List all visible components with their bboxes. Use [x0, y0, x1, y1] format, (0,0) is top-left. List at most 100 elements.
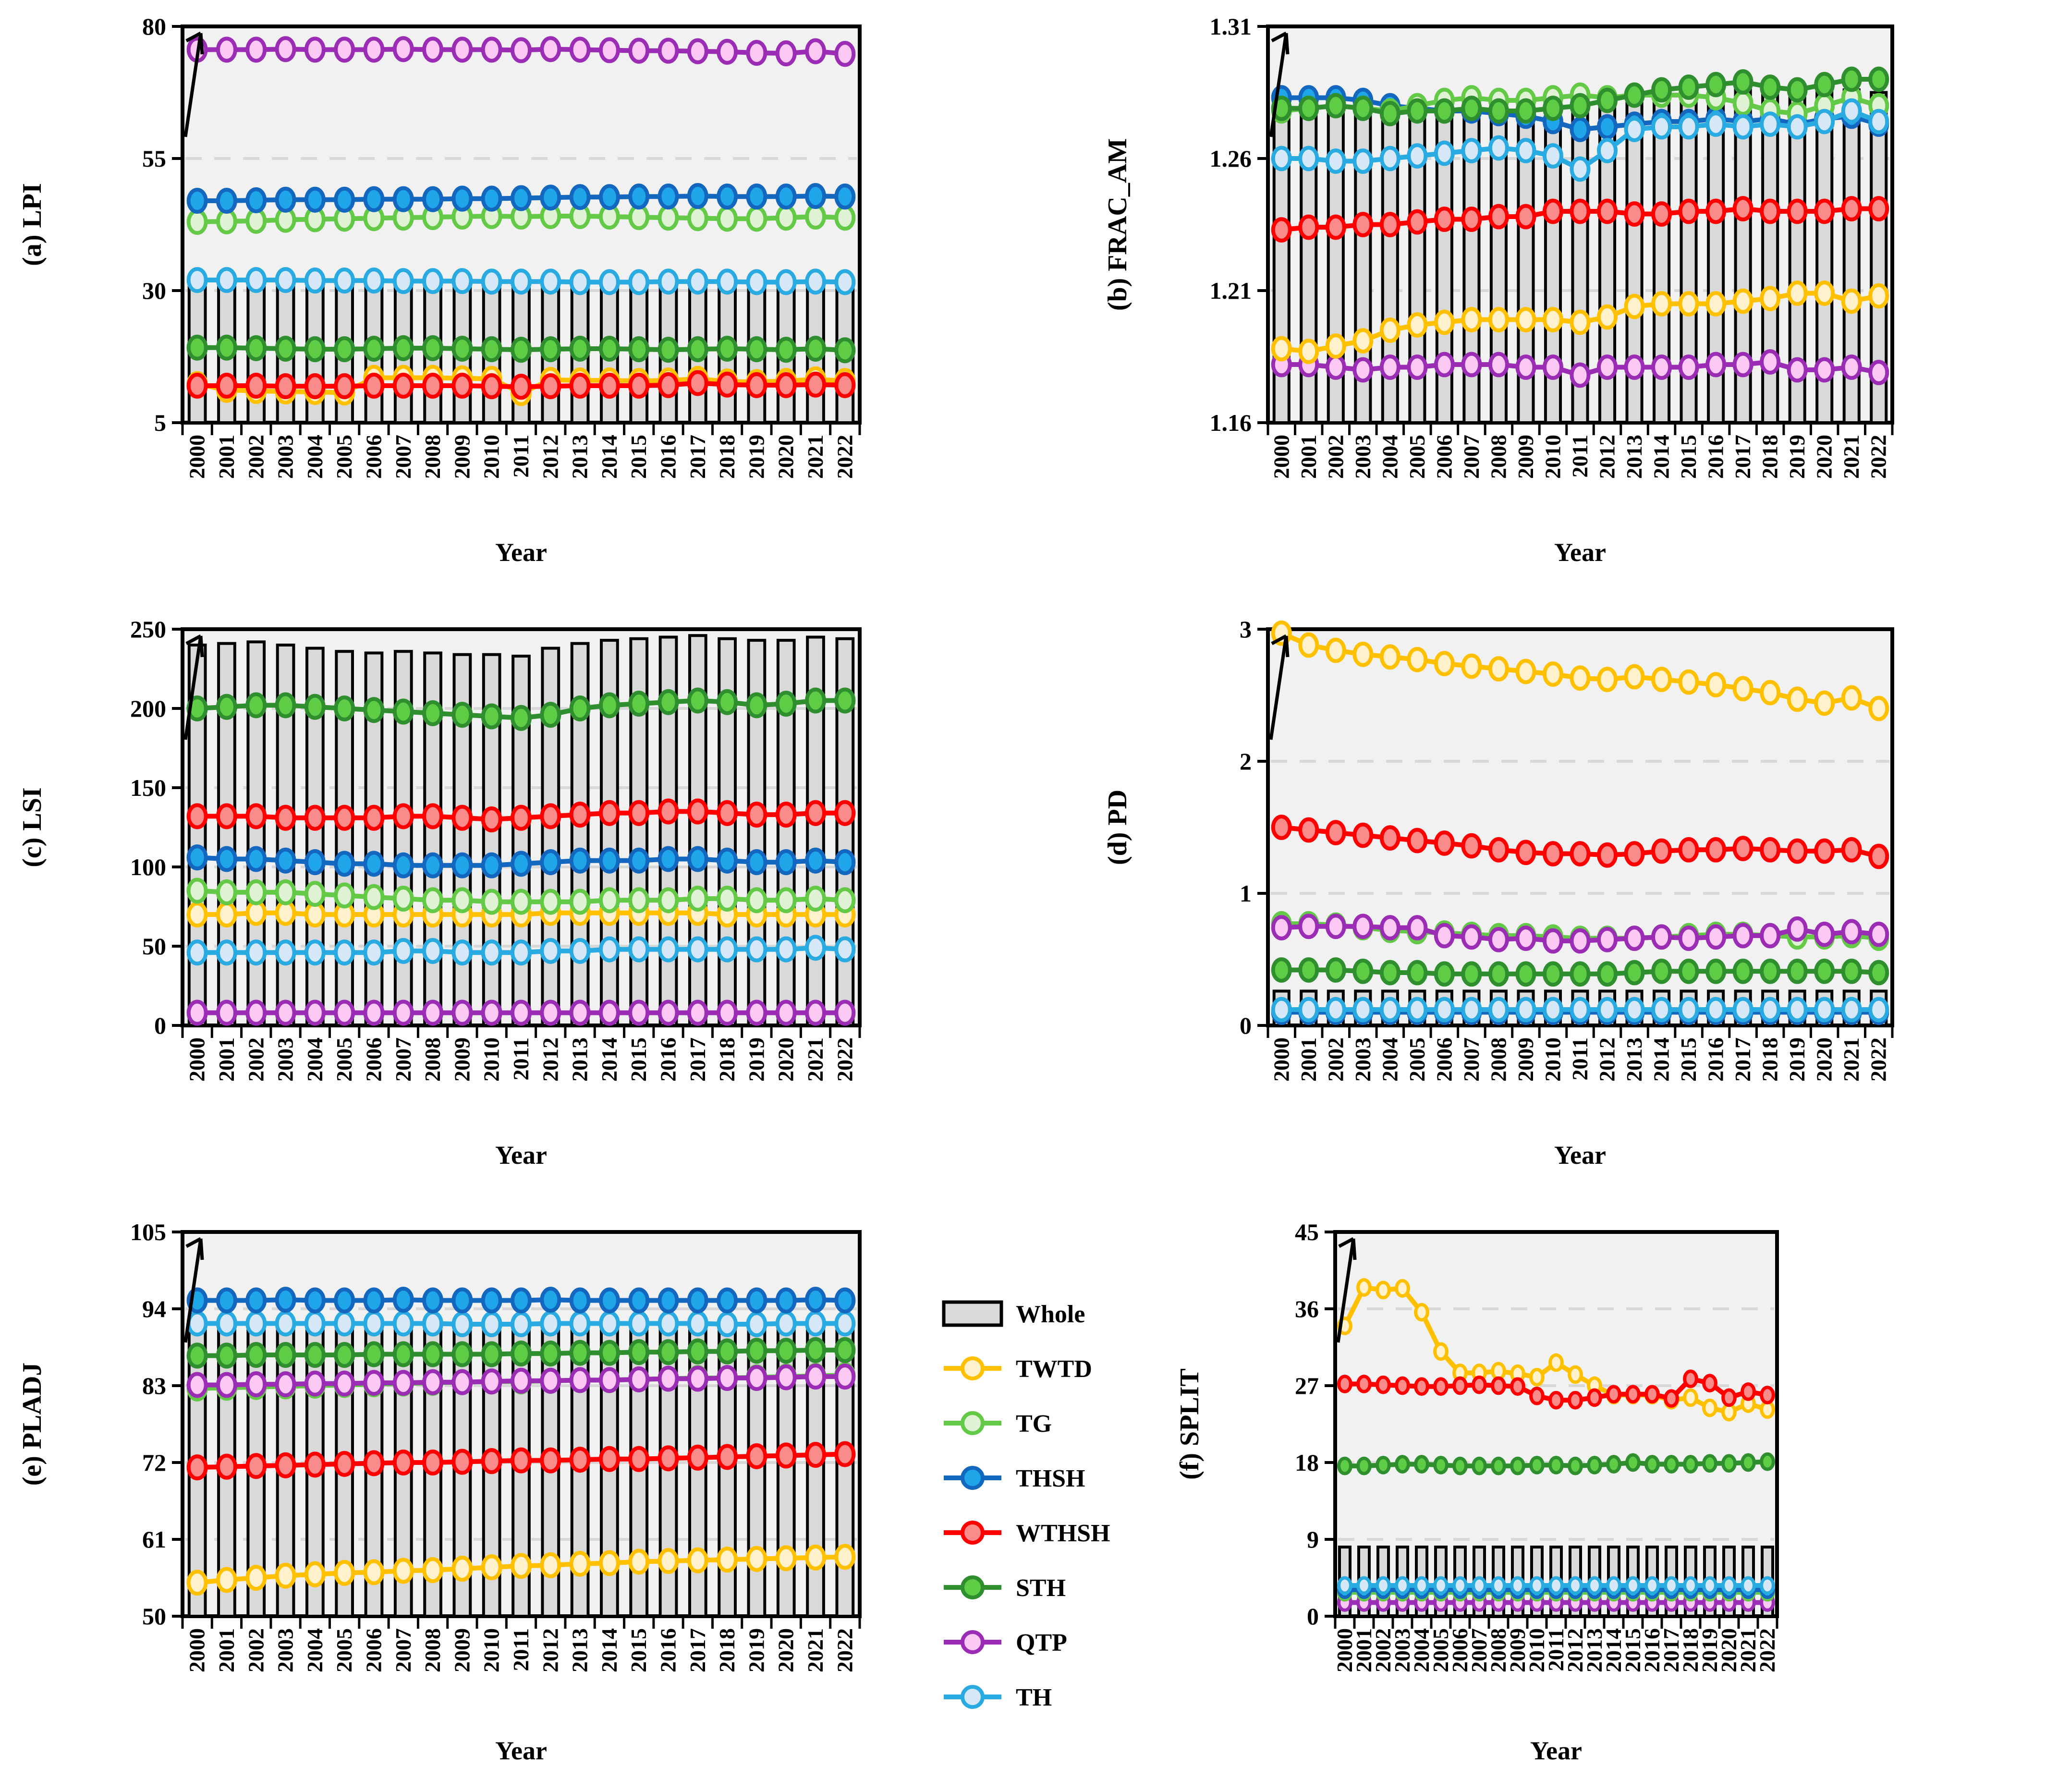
marker-TH: [1678, 114, 1699, 140]
x-tick-label: 2017: [685, 435, 710, 479]
legend-swatch-bar: [942, 1300, 1003, 1327]
marker-TWTD: [1814, 690, 1835, 716]
legend-swatch-marker: [961, 1411, 985, 1435]
marker-TH: [717, 936, 738, 963]
marker-TH: [1702, 1576, 1717, 1595]
marker-THSH: [334, 186, 355, 213]
x-tick-label: 2017: [685, 1037, 710, 1082]
marker-QTP: [511, 1000, 532, 1026]
marker-TWTD: [569, 1550, 591, 1577]
marker-WTHSH: [1721, 1388, 1737, 1407]
marker-STH: [1395, 1455, 1410, 1474]
marker-TWTD: [275, 1562, 296, 1589]
marker-QTP: [598, 1000, 620, 1026]
y-tick-label: 1.16: [1210, 409, 1252, 436]
marker-WTHSH: [245, 803, 267, 829]
marker-TH: [1741, 1576, 1756, 1595]
marker-TWTD: [1515, 658, 1536, 684]
x-tick-label: 2006: [361, 1628, 386, 1672]
marker-WTHSH: [834, 372, 856, 398]
series-WTHSH: [1337, 1369, 1775, 1410]
marker-TG: [451, 887, 473, 914]
marker-STH: [1414, 1455, 1429, 1474]
marker-QTP: [1325, 354, 1346, 380]
marker-QTP: [746, 39, 767, 66]
marker-TH: [334, 268, 355, 294]
marker-STH: [1678, 74, 1699, 100]
marker-THSH: [834, 1287, 856, 1314]
marker-QTP: [451, 37, 473, 63]
x-tick-label: 2002: [1371, 1628, 1395, 1672]
marker-WTHSH: [1407, 828, 1428, 853]
marker-TH: [1787, 997, 1808, 1023]
marker-QTP: [834, 1364, 856, 1390]
marker-QTP: [540, 36, 561, 62]
marker-STH: [1570, 93, 1591, 119]
marker-QTP: [245, 37, 267, 63]
marker-TH: [186, 939, 208, 966]
marker-QTP: [1732, 923, 1753, 949]
marker-QTP: [1407, 354, 1428, 380]
marker-STH: [1298, 957, 1319, 983]
marker-TWTD: [1325, 637, 1346, 663]
x-tick-label: 2019: [744, 435, 768, 479]
marker-TWTD: [540, 1552, 561, 1578]
marker-STH: [569, 695, 591, 722]
marker-STH: [451, 1341, 473, 1367]
series-QTP: [186, 36, 856, 67]
marker-TWTD: [1841, 685, 1862, 711]
marker-TH: [746, 269, 767, 295]
marker-WTHSH: [451, 1449, 473, 1475]
marker-TH: [1732, 114, 1753, 140]
marker-TH: [481, 268, 502, 295]
marker-STH: [834, 687, 856, 714]
marker-TH: [1606, 1576, 1621, 1595]
marker-TH: [1407, 143, 1428, 169]
marker-TH: [1414, 1576, 1429, 1595]
marker-STH: [1271, 957, 1292, 983]
x-tick-label: 2021: [1839, 1037, 1863, 1082]
marker-WTHSH: [481, 806, 502, 833]
marker-TH: [422, 268, 444, 294]
marker-TWTD: [805, 1544, 827, 1571]
marker-WTHSH: [598, 1446, 620, 1472]
marker-WTHSH: [834, 1441, 856, 1467]
marker-WTHSH: [1787, 198, 1808, 224]
marker-QTP: [1760, 923, 1781, 949]
marker-THSH: [540, 1287, 561, 1313]
marker-WTHSH: [628, 800, 650, 826]
marker-TH: [1868, 997, 1889, 1023]
marker-STH: [775, 691, 797, 717]
marker-TWTD: [1515, 307, 1536, 332]
marker-STH: [1379, 960, 1400, 986]
series-TH: [1271, 997, 1889, 1023]
marker-STH: [1472, 1456, 1487, 1475]
x-tick-label: 2019: [744, 1037, 768, 1082]
x-tick-label: 2010: [479, 435, 504, 479]
marker-TH: [1841, 997, 1862, 1023]
marker-QTP: [569, 1367, 591, 1393]
legend-label: Whole: [1016, 1301, 1085, 1328]
legend-swatch-marker: [961, 1521, 985, 1545]
x-tick-label: 2012: [1595, 1037, 1619, 1082]
marker-TH: [1434, 140, 1455, 166]
marker-WTHSH: [275, 805, 296, 831]
y-tick-label: 50: [142, 933, 166, 960]
marker-THSH: [569, 847, 591, 874]
marker-WTHSH: [1434, 207, 1455, 232]
marker-WTHSH: [1542, 841, 1564, 866]
marker-STH: [540, 702, 561, 728]
marker-QTP: [1570, 362, 1591, 388]
marker-TWTD: [1683, 1388, 1698, 1407]
marker-WTHSH: [658, 798, 679, 825]
marker-STH: [1325, 957, 1346, 983]
marker-STH: [1597, 961, 1618, 987]
series-QTP: [186, 1000, 856, 1026]
marker-TH: [1461, 138, 1482, 163]
marker-QTP: [334, 1000, 355, 1026]
x-tick-label: 2010: [1540, 1037, 1565, 1082]
marker-THSH: [834, 849, 856, 876]
marker-STH: [658, 1339, 679, 1365]
x-tick-label: 2005: [332, 435, 356, 479]
